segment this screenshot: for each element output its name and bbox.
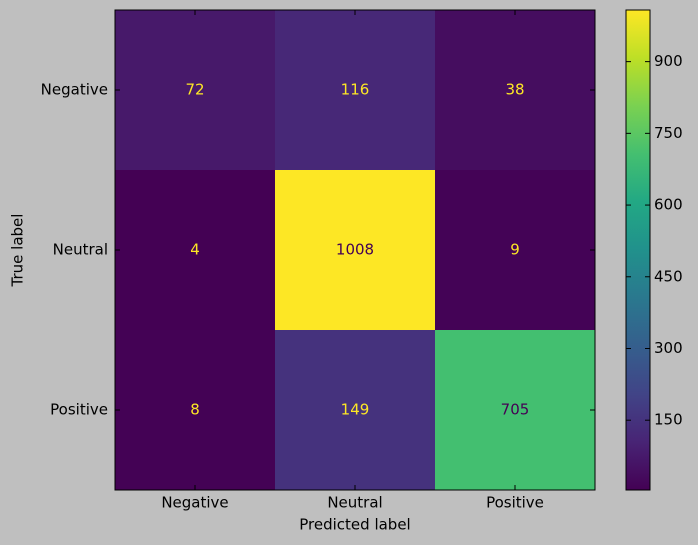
cell-label: 72 [185, 81, 204, 99]
colorbar-tick-label: 900 [654, 52, 683, 70]
cell [435, 10, 595, 170]
colorbar [625, 9, 651, 491]
colorbar-tick-label: 150 [654, 411, 683, 429]
x-tick-label: Neutral [327, 494, 382, 512]
x-tick-label: Negative [161, 494, 228, 512]
cell [115, 170, 275, 330]
cell-label: 9 [510, 241, 520, 259]
y-tick-label: Positive [50, 401, 108, 419]
cell-label: 149 [341, 401, 370, 419]
colorbar-tick-label: 750 [654, 124, 683, 142]
cell-label: 4 [190, 241, 200, 259]
cell [435, 330, 595, 490]
colorbar-tick-label: 300 [654, 339, 683, 357]
cell-label: 8 [190, 401, 200, 419]
cell [275, 330, 435, 490]
y-tick-label: Negative [41, 81, 108, 99]
y-tick-label: Neutral [53, 241, 108, 259]
cell-label: 116 [341, 81, 370, 99]
cell-label: 705 [501, 401, 530, 419]
cell-label: 38 [505, 81, 524, 99]
colorbar-tick-label: 600 [654, 196, 683, 214]
colorbar-tick-label: 450 [654, 267, 683, 285]
cell [115, 330, 275, 490]
y-axis-label: True label [9, 214, 27, 288]
cell-label: 1008 [336, 241, 374, 259]
x-tick-label: Positive [486, 494, 544, 512]
x-axis-label: Predicted label [299, 516, 410, 534]
cell [275, 10, 435, 170]
cell [435, 170, 595, 330]
cell [275, 170, 435, 330]
cell [115, 10, 275, 170]
